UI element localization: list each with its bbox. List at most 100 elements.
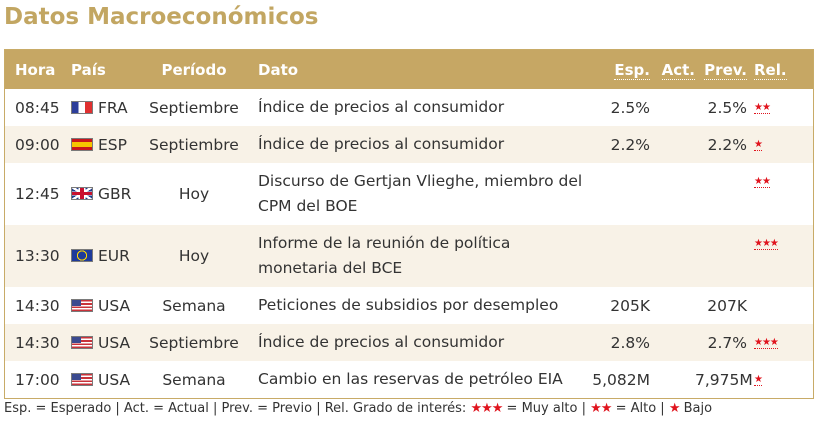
table-body: 08:45 FRA Septiembre Índice de precios al c…	[5, 89, 813, 398]
cell-dato: Discurso de Gertjan Vlieghe, miembro del…	[258, 172, 583, 215]
table-row: 14:30 USA Septiembre Índice de precios al c…	[5, 324, 813, 361]
cell-actual	[650, 324, 695, 361]
cell-dato: Peticiones de subsidios por desempleo	[258, 296, 559, 314]
cell-previo: 207K	[707, 296, 747, 315]
cell-previo: 2.7%	[707, 333, 747, 352]
table-row: 14:30 USA Semana Peticiones de subsidios po…	[5, 287, 813, 324]
relevance-stars-icon[interactable]: ★★★	[754, 337, 779, 349]
cell-periodo: Septiembre	[149, 333, 239, 352]
relevance-stars-icon[interactable]: ★	[754, 374, 763, 386]
table-row: 13:30 EUR Hoy Informe de la reunión de polí…	[5, 225, 813, 287]
table-row: 08:45 FRA Septiembre Índice de precios al c…	[5, 89, 813, 126]
country-code: EUR	[98, 247, 130, 265]
cell-dato: Índice de precios al consumidor	[258, 333, 505, 351]
cell-hora: 13:30	[15, 247, 60, 265]
cell-hora: 14:30	[15, 296, 60, 315]
cell-dato: Informe de la reunión de política moneta…	[258, 234, 511, 277]
cell-esperado: 5,082M	[592, 370, 650, 389]
cell-previo	[695, 225, 747, 287]
table-row: 17:00 USA Semana Cambio en las reservas de …	[5, 361, 813, 398]
legend-text-3: = Alto |	[615, 401, 665, 416]
col-header-act[interactable]: Act.	[661, 60, 695, 80]
cell-periodo: Semana	[162, 370, 226, 389]
cell-pais: FRA	[69, 89, 139, 126]
cell-periodo: Septiembre	[149, 98, 239, 117]
cell-pais: USA	[69, 361, 139, 398]
country-code: GBR	[98, 185, 132, 203]
flag-eu-icon	[71, 249, 93, 262]
cell-esperado	[585, 225, 650, 287]
col-header-prev[interactable]: Prev.	[704, 60, 747, 80]
cell-esperado: 2.8%	[610, 333, 650, 352]
cell-periodo: Septiembre	[149, 135, 239, 154]
cell-dato: Cambio en las reservas de petróleo EIA	[258, 370, 563, 388]
cell-esperado: 205K	[610, 296, 650, 315]
cell-pais: ESP	[69, 126, 139, 163]
col-header-periodo: Período	[161, 60, 227, 79]
legend-text-1: Esp. = Esperado | Act. = Actual | Prev. …	[4, 401, 467, 416]
cell-actual	[650, 225, 695, 287]
col-header-pais: País	[71, 60, 106, 79]
flag-spain-icon	[71, 137, 93, 151]
flag-france-icon	[71, 100, 93, 114]
cell-hora: 14:30	[15, 333, 60, 352]
cell-esperado: 2.5%	[610, 98, 650, 117]
flag-usa-icon	[71, 298, 93, 312]
flag-uk-icon	[71, 187, 93, 200]
cell-hora: 12:45	[15, 185, 60, 203]
country-code: USA	[98, 333, 131, 352]
macro-data-table-container: Hora País Período Dato Esp. Act. Prev. R…	[4, 49, 814, 399]
cell-hora: 09:00	[15, 135, 60, 154]
cell-periodo: Hoy	[178, 185, 210, 203]
relevance-stars-icon[interactable]: ★	[754, 139, 763, 151]
macro-data-table: Hora País Período Dato Esp. Act. Prev. R…	[5, 50, 813, 398]
cell-relevancia: ★★★	[747, 225, 813, 287]
relevance-stars-icon[interactable]: ★★★	[754, 238, 779, 250]
cell-esperado: 2.2%	[610, 135, 650, 154]
relevance-stars-icon[interactable]: ★★	[754, 102, 771, 114]
col-header-rel[interactable]: Rel.	[754, 60, 787, 80]
cell-previo: 2.2%	[707, 135, 747, 154]
cell-relevancia: ★★	[747, 89, 813, 126]
legend: Esp. = Esperado | Act. = Actual | Prev. …	[4, 401, 712, 416]
flag-usa-icon	[71, 335, 93, 349]
cell-previo	[695, 163, 747, 225]
country-code: USA	[98, 370, 131, 389]
cell-previo: 2.5%	[707, 98, 747, 117]
country-code: ESP	[98, 135, 127, 154]
legend-stars-very-high: ★★★	[470, 401, 503, 416]
cell-actual	[650, 287, 695, 324]
legend-text-4: Bajo	[683, 401, 713, 416]
table-header-row: Hora País Período Dato Esp. Act. Prev. R…	[5, 50, 813, 89]
cell-actual	[650, 163, 695, 225]
page-title: Datos Macroeconómicos	[4, 4, 319, 30]
cell-relevancia: ★★★	[747, 324, 813, 361]
col-header-hora: Hora	[15, 60, 56, 79]
cell-pais: USA	[69, 287, 139, 324]
cell-pais: EUR	[69, 225, 139, 287]
legend-stars-low: ★	[668, 401, 681, 416]
col-header-dato: Dato	[258, 60, 299, 79]
table-row: 09:00 ESP Septiembre Índice de precios al c…	[5, 126, 813, 163]
cell-periodo: Semana	[162, 296, 226, 315]
cell-actual	[650, 89, 695, 126]
relevance-stars-icon[interactable]: ★★	[754, 176, 771, 188]
cell-actual	[650, 361, 695, 398]
cell-hora: 08:45	[15, 98, 60, 117]
cell-relevancia: ★	[747, 126, 813, 163]
col-header-esp[interactable]: Esp.	[614, 60, 650, 80]
cell-dato: Índice de precios al consumidor	[258, 98, 505, 116]
cell-actual	[650, 126, 695, 163]
cell-pais: USA	[69, 324, 139, 361]
cell-relevancia	[747, 287, 813, 324]
cell-relevancia: ★	[747, 361, 813, 398]
cell-previo: 7,975M	[695, 370, 753, 389]
legend-stars-high: ★★	[590, 401, 612, 416]
cell-pais: GBR	[69, 163, 139, 225]
cell-esperado	[585, 163, 650, 225]
cell-relevancia: ★★	[747, 163, 813, 225]
legend-text-2: = Muy alto |	[506, 401, 586, 416]
country-code: USA	[98, 296, 131, 315]
cell-dato: Índice de precios al consumidor	[258, 135, 505, 153]
flag-usa-icon	[71, 372, 93, 386]
